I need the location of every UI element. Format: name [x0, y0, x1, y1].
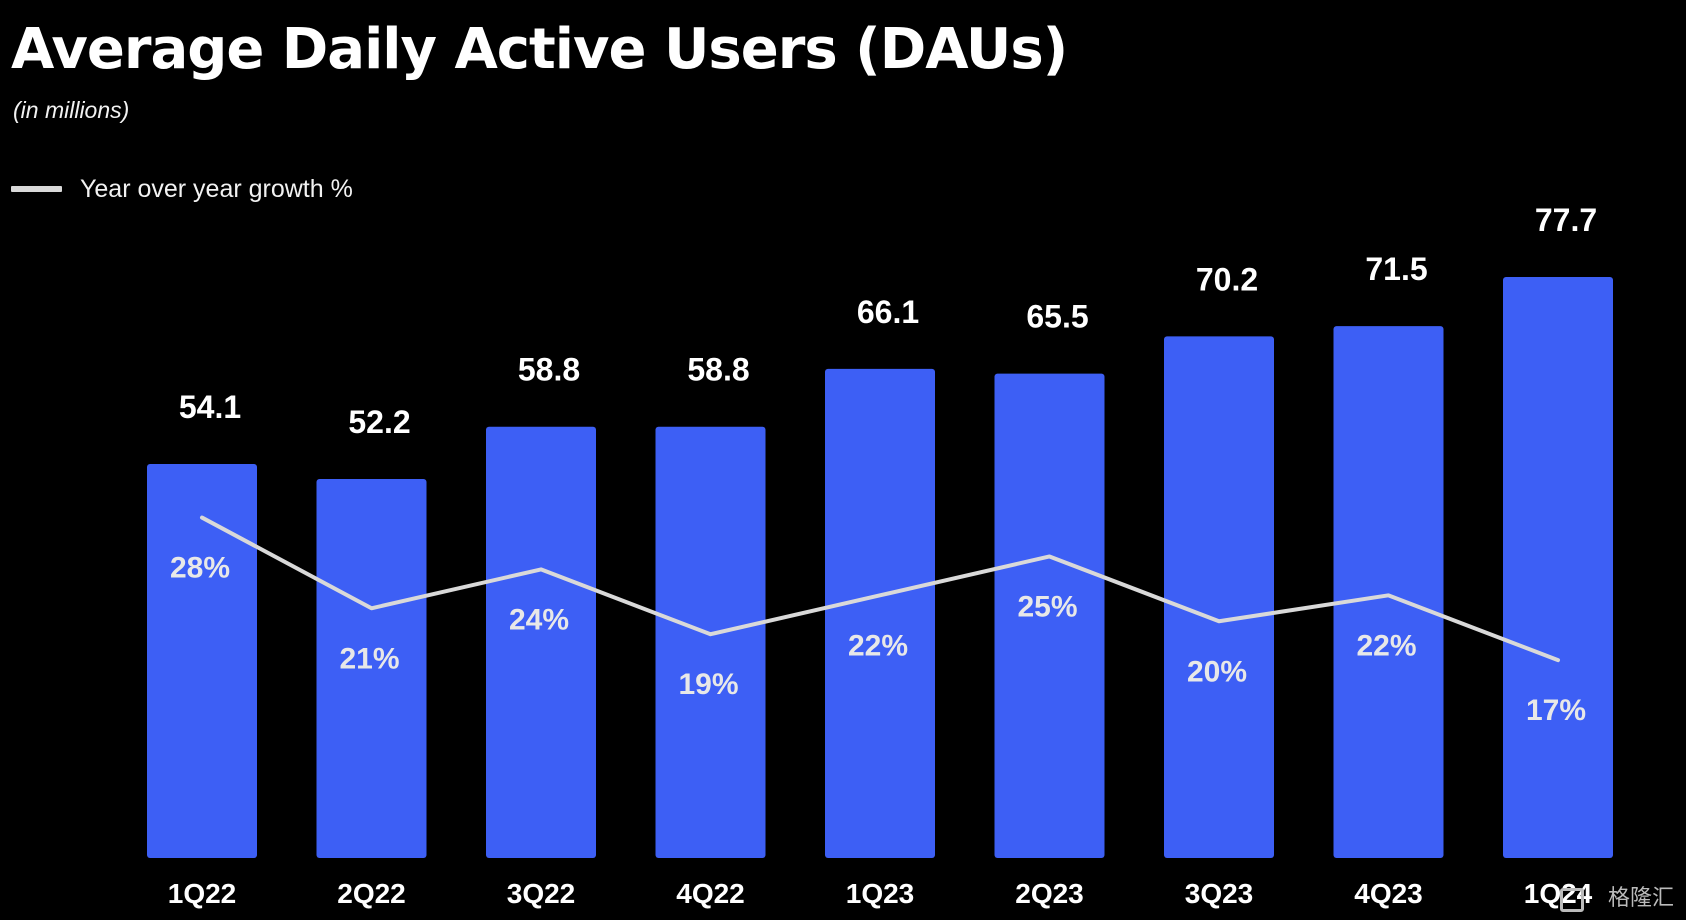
bar-value-label: 52.2 — [348, 404, 410, 440]
bar-value-label: 58.8 — [518, 352, 580, 388]
x-tick-label: 3Q22 — [507, 878, 576, 909]
legend-label: Year over year growth % — [80, 175, 353, 203]
growth-line — [200, 515, 1560, 663]
growth-value-label: 22% — [848, 629, 908, 662]
x-tick-label: 1Q23 — [846, 878, 915, 909]
growth-value-label: 19% — [678, 668, 738, 701]
bar-value-label: 66.1 — [857, 294, 919, 330]
growth-value-label: 24% — [509, 603, 569, 636]
x-tick-label: 1Q22 — [168, 878, 237, 909]
bar — [1503, 277, 1613, 858]
bar — [316, 479, 427, 858]
bar — [147, 463, 257, 858]
growth-value-label: 22% — [1356, 629, 1416, 662]
x-tick-label: 2Q23 — [1015, 878, 1084, 909]
bar-value-label: 65.5 — [1026, 299, 1088, 335]
growth-value-label: 17% — [1526, 694, 1586, 727]
watermark-logo-icon — [1560, 888, 1584, 912]
bar-value-label: 77.7 — [1535, 202, 1597, 238]
x-tick-label: 4Q22 — [676, 878, 745, 909]
x-tick-label: 2Q22 — [337, 878, 406, 909]
watermark-text: 格隆汇 — [1607, 886, 1674, 911]
bar — [994, 373, 1105, 858]
x-tick-label: 4Q23 — [1354, 878, 1423, 909]
bar-value-label: 54.1 — [179, 389, 241, 425]
x-tick-label: 3Q23 — [1185, 878, 1254, 909]
bar-value-label: 71.5 — [1365, 251, 1427, 287]
bar-value-label: 70.2 — [1196, 261, 1258, 297]
chart-subtitle: (in millions) — [13, 97, 130, 123]
bar — [486, 426, 596, 858]
bar — [655, 426, 766, 858]
legend-line-swatch — [11, 186, 62, 192]
growth-value-label: 28% — [170, 552, 230, 585]
growth-value-label: 20% — [1187, 655, 1247, 688]
chart-title: Average Daily Active Users (DAUs) — [11, 17, 1068, 82]
bar — [1164, 336, 1274, 859]
growth-value-label: 25% — [1017, 590, 1077, 623]
bar — [1333, 326, 1444, 859]
bar-value-label: 58.8 — [687, 352, 749, 388]
growth-value-label: 21% — [339, 642, 399, 675]
bar — [825, 368, 935, 858]
